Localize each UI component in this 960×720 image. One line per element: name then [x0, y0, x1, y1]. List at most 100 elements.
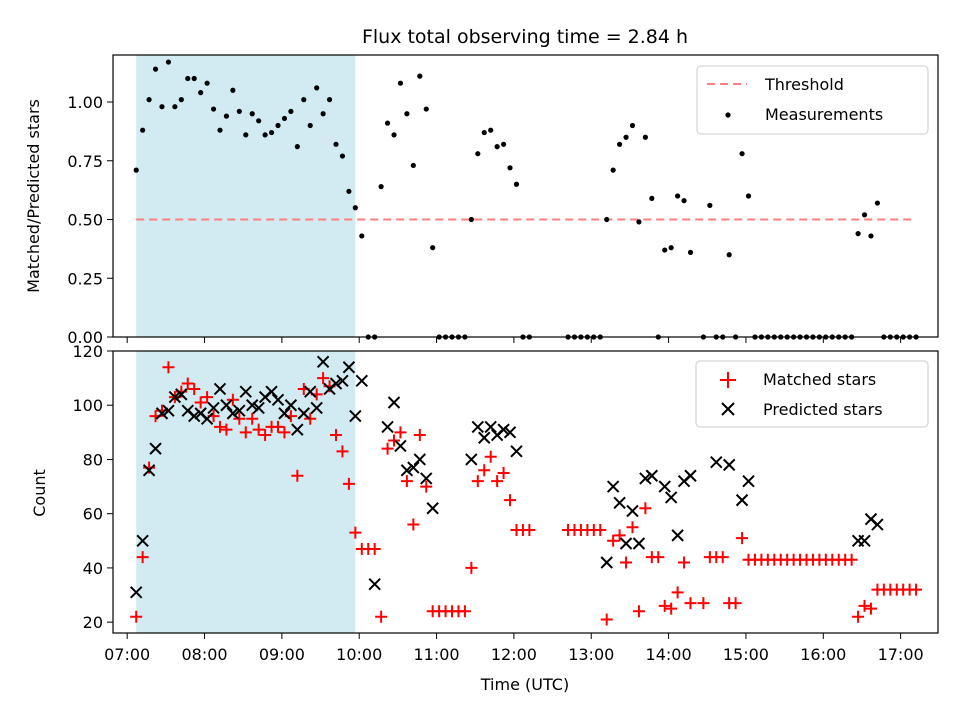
bottom-legend: Matched stars Predicted stars [695, 360, 929, 428]
matched-star-point [684, 597, 697, 610]
top-legend: Threshold Measurements [696, 65, 929, 135]
measurement-point [359, 233, 365, 239]
top-axes-frame [112, 54, 939, 338]
measurement-point [500, 141, 507, 147]
matched-star-point [162, 361, 175, 374]
predicted-star-point [871, 518, 884, 531]
measurement-point [617, 141, 623, 147]
predicted-star-point [613, 496, 626, 510]
matched-star-point [278, 426, 291, 439]
measurement-point [507, 165, 513, 171]
chart-title: Flux total observing time = 2.84 h [362, 26, 688, 48]
matched-star-point [458, 605, 471, 618]
predicted-star-point [349, 409, 362, 423]
predicted-star-point [639, 472, 652, 485]
predicted-star-point [484, 420, 497, 434]
measurement-point [256, 118, 262, 124]
matched-star-point [394, 426, 407, 439]
matched-star-point [407, 518, 420, 531]
measurement-point [855, 231, 861, 237]
measurement-point [185, 75, 191, 82]
measurement-point [352, 205, 358, 211]
measurement-point [210, 106, 217, 112]
matched-star-point [626, 521, 639, 534]
measurement-point [275, 122, 281, 129]
measurement-point [262, 132, 268, 138]
predicted-star-point [265, 385, 278, 398]
matched-star-point [259, 429, 272, 442]
matched-star-point [858, 599, 871, 612]
measurement-point [488, 127, 494, 133]
measurement-point [874, 200, 881, 206]
predicted-star-point [735, 493, 749, 507]
x-tick-label: 11:00 [414, 645, 460, 664]
top-y-ticks: 0.00 0.25 0.50 0.75 1.00 [67, 93, 113, 347]
predicted-star-point [310, 401, 323, 415]
x-tick-label: 17:00 [878, 645, 924, 664]
matched-star-point [864, 602, 877, 615]
bottom-y-tick-label: 80 [83, 450, 103, 469]
matched-star-point [600, 613, 613, 626]
measurement-point [314, 85, 320, 91]
predicted-star-point [626, 504, 639, 518]
measurement-point [468, 216, 474, 223]
predicted-star-point [304, 385, 317, 398]
measurement-point [243, 132, 249, 138]
measurement-point [417, 73, 423, 79]
matched-star-point [330, 429, 343, 442]
predicted-star-point [129, 586, 143, 599]
matched-star-point [304, 412, 317, 425]
matched-star-point [194, 396, 207, 409]
measurement-point [636, 219, 642, 225]
matched-star-point [342, 477, 355, 490]
matched-star-point [607, 534, 620, 547]
matched-star-point [246, 412, 259, 425]
x-tick-label: 16:00 [800, 645, 846, 664]
top-y-tick-label: 0.25 [67, 269, 103, 288]
predicted-star-point [342, 361, 356, 374]
matched-star-point [188, 382, 201, 395]
predicted-star-point [316, 355, 330, 369]
matched-star-point [910, 583, 923, 596]
x-tick-label: 09:00 [259, 645, 305, 664]
matched-star-point [697, 597, 710, 610]
measurement-point [146, 97, 152, 103]
measurement-point [346, 188, 352, 194]
top-y-tick-label: 0.75 [67, 152, 103, 171]
measurement-point [152, 66, 159, 72]
predicted-star-point [632, 537, 646, 550]
measurement-point [230, 87, 236, 93]
predicted-star-point [407, 461, 420, 474]
predicted-star-point [413, 453, 427, 466]
measurement-point [397, 80, 404, 86]
matched-star-point [729, 597, 742, 610]
top-y-tick-label: 1.00 [67, 93, 103, 112]
measurement-point [868, 233, 874, 239]
measurement-point [301, 97, 307, 103]
matched-star-point [497, 467, 510, 480]
measurement-point [610, 167, 616, 173]
count-points [129, 355, 923, 626]
predicted-star-point [168, 390, 182, 404]
measurement-point [268, 129, 275, 136]
ratio-panel: 0.00 0.25 0.50 0.75 1.00 Matched/Predicted s… [24, 54, 939, 347]
bottom-y-ticks: 20 40 60 80 100 120 [72, 342, 113, 632]
matched-star-point [478, 464, 491, 477]
measurement-point [384, 120, 391, 126]
matched-star-point [226, 393, 239, 406]
top-y-tick-label: 0.00 [67, 328, 103, 347]
matched-star-point [852, 610, 865, 623]
matched-star-point [233, 412, 246, 425]
top-y-tick-label: 0.50 [67, 211, 103, 230]
measurement-point [307, 122, 313, 129]
measurement-point [294, 144, 300, 150]
predicted-star-point [722, 458, 736, 472]
predicted-star-point [600, 556, 613, 569]
measurement-point [604, 216, 610, 223]
predicted-star-point [284, 399, 298, 412]
bottom-axes-frame [112, 350, 939, 634]
measurement-point [191, 75, 197, 82]
matched-star-point [239, 426, 252, 439]
predicted-star-point [710, 455, 723, 469]
top-shaded-interval [136, 55, 356, 337]
